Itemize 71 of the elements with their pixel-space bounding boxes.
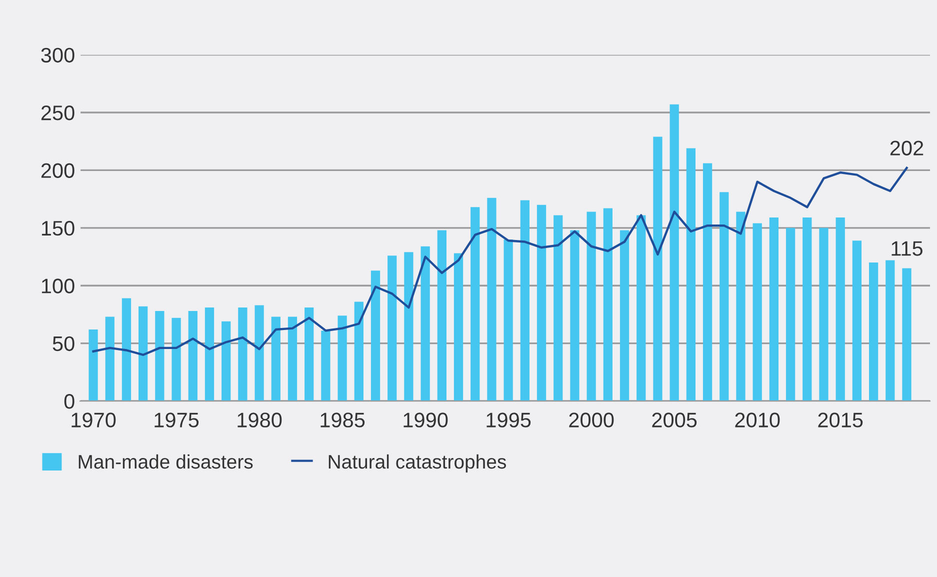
y-tick-label: 50 bbox=[52, 336, 74, 352]
bar bbox=[222, 321, 231, 402]
bar bbox=[504, 239, 513, 402]
bar bbox=[702, 163, 712, 402]
bar bbox=[636, 215, 646, 402]
bar bbox=[88, 329, 98, 402]
bar bbox=[138, 306, 148, 402]
bar bbox=[670, 104, 679, 402]
bar bbox=[304, 308, 314, 402]
bar bbox=[653, 136, 662, 402]
x-tick-label: 1990 bbox=[404, 412, 448, 428]
bar bbox=[172, 318, 181, 402]
bar bbox=[420, 246, 430, 402]
bar bbox=[620, 230, 630, 402]
bar bbox=[254, 305, 264, 402]
bar bbox=[338, 316, 347, 402]
bar bbox=[570, 230, 580, 402]
x-tick-label: 2005 bbox=[652, 412, 697, 428]
bar bbox=[686, 148, 696, 402]
bar bbox=[603, 208, 612, 402]
bar bbox=[454, 253, 464, 402]
annotation: 202 bbox=[890, 140, 924, 156]
bar bbox=[520, 200, 530, 402]
x-tick-label: 2000 bbox=[569, 412, 614, 428]
bar bbox=[786, 228, 796, 402]
y-tick-label: 0 bbox=[64, 394, 74, 409]
bar bbox=[321, 330, 330, 402]
x-tick-label: 1995 bbox=[486, 412, 531, 428]
y-tick-label: 200 bbox=[41, 163, 74, 178]
bar bbox=[886, 260, 895, 402]
bar bbox=[271, 316, 280, 402]
bar bbox=[554, 215, 563, 402]
bar bbox=[769, 218, 779, 402]
bar bbox=[122, 298, 132, 402]
bar bbox=[736, 212, 746, 402]
bar bbox=[370, 270, 380, 402]
x-tick-label: 2010 bbox=[735, 412, 780, 428]
bar bbox=[902, 268, 912, 402]
bar bbox=[105, 316, 114, 402]
bar bbox=[155, 311, 164, 402]
y-tick-label: 300 bbox=[41, 48, 74, 63]
bar bbox=[470, 207, 480, 402]
bar bbox=[404, 252, 414, 402]
bar bbox=[868, 262, 878, 402]
bar bbox=[819, 228, 828, 402]
bar bbox=[354, 302, 364, 402]
y-tick-label: 150 bbox=[42, 220, 74, 236]
bar bbox=[388, 256, 397, 402]
bar bbox=[752, 223, 762, 402]
x-tick-label: 1975 bbox=[154, 412, 199, 428]
y-tick-label: 100 bbox=[42, 278, 74, 294]
bar bbox=[188, 311, 198, 402]
y-tick-label: 250 bbox=[41, 106, 74, 120]
bar bbox=[586, 212, 596, 402]
legend-label: Man-made disasters bbox=[78, 454, 253, 469]
bar bbox=[802, 218, 812, 402]
annotation: 115 bbox=[892, 241, 922, 256]
x-tick-label: 2015 bbox=[818, 412, 863, 428]
bar bbox=[238, 308, 248, 402]
x-tick-label: 1985 bbox=[320, 412, 365, 428]
x-tick-label: 1970 bbox=[72, 412, 116, 428]
bar bbox=[204, 308, 214, 402]
bar bbox=[487, 198, 496, 402]
bar bbox=[836, 218, 845, 402]
legend-label: Natural catastrophes bbox=[328, 454, 506, 473]
bar bbox=[288, 316, 298, 402]
bar bbox=[720, 192, 729, 402]
bar bbox=[536, 204, 546, 402]
x-tick-label: 1980 bbox=[238, 412, 282, 428]
bar bbox=[852, 240, 862, 402]
bar bbox=[437, 230, 446, 402]
